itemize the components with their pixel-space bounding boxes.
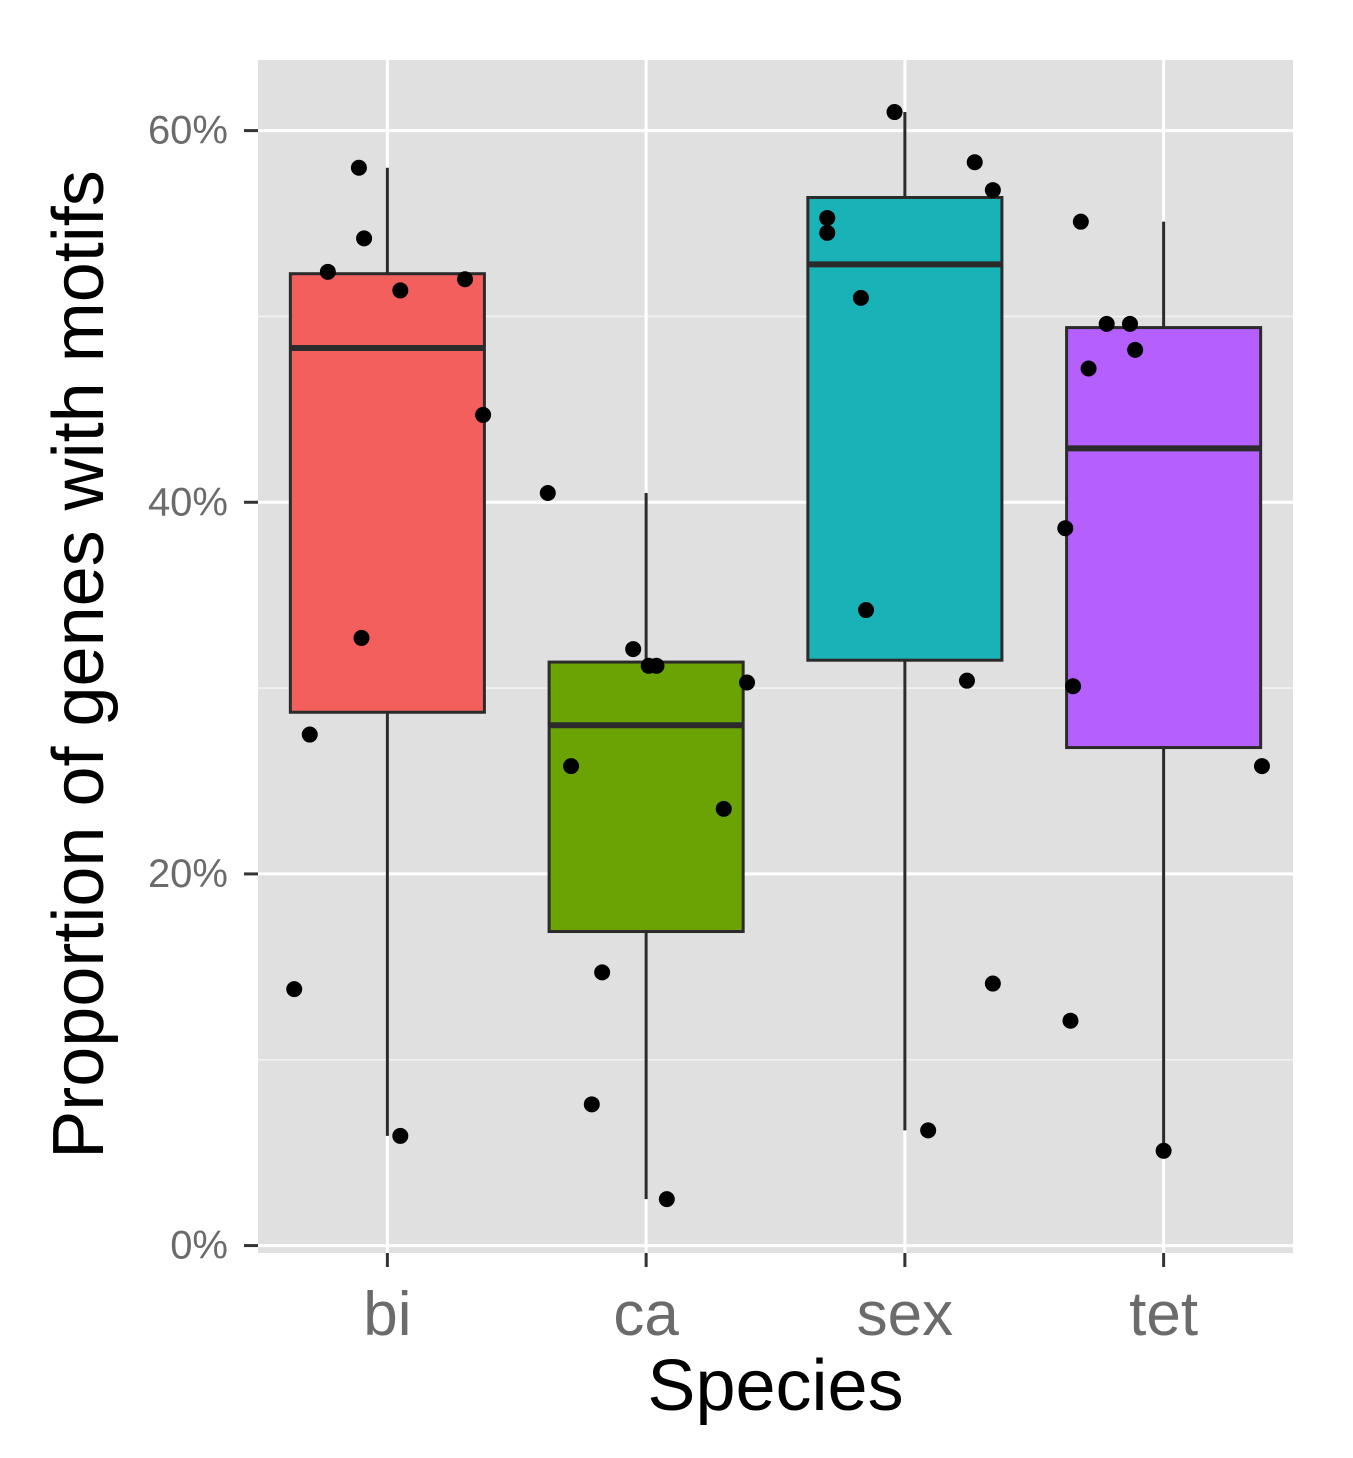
data-point <box>984 182 1001 199</box>
data-point <box>301 726 318 743</box>
box-iqr <box>288 272 486 714</box>
data-point <box>583 1096 600 1113</box>
data-point <box>1253 758 1270 775</box>
data-point <box>886 104 903 121</box>
box-iqr <box>806 196 1004 662</box>
x-tick-label: ca <box>613 1280 679 1349</box>
data-point <box>852 289 869 306</box>
data-point <box>819 209 836 226</box>
data-point <box>966 154 983 171</box>
data-point <box>350 159 367 176</box>
box-tet <box>1065 221 1263 1151</box>
y-tick-label: 20% <box>148 852 228 896</box>
data-point <box>1057 520 1074 537</box>
data-point <box>625 641 642 658</box>
points-layer <box>286 104 1270 1208</box>
data-point <box>1155 1142 1172 1159</box>
box-iqr <box>1065 326 1263 750</box>
data-point <box>539 484 556 501</box>
x-tick-label: sex <box>857 1280 953 1349</box>
x-axis-title: Species <box>647 1346 903 1426</box>
data-point <box>1127 341 1144 358</box>
box-bi <box>288 167 486 1136</box>
data-point <box>353 629 370 646</box>
x-tick-label: bi <box>363 1280 411 1349</box>
box-sex <box>806 112 1004 1131</box>
data-point <box>739 674 756 691</box>
data-point <box>1072 213 1089 230</box>
data-point <box>286 981 303 998</box>
y-tick-label: 40% <box>148 480 228 524</box>
data-point <box>457 271 473 288</box>
data-point <box>1080 360 1097 377</box>
data-point <box>356 230 373 247</box>
x-axis: bi ca sex tet <box>363 1253 1198 1349</box>
y-axis-title: Proportion of genes with motifs <box>39 170 119 1159</box>
boxes-layer <box>288 112 1263 1200</box>
data-point <box>984 975 1001 992</box>
data-point <box>1065 678 1082 695</box>
data-point <box>658 1191 675 1208</box>
y-tick-label: 0% <box>170 1224 228 1268</box>
data-point <box>920 1122 937 1139</box>
data-point <box>1121 315 1138 332</box>
data-point <box>958 672 975 689</box>
box-ca <box>547 492 745 1200</box>
box-iqr <box>547 660 745 934</box>
data-point <box>858 602 875 619</box>
y-axis: 0% 20% 40% 60% <box>148 109 258 1268</box>
data-point <box>648 657 665 674</box>
data-point <box>392 282 409 299</box>
data-point <box>715 800 732 817</box>
data-point <box>1098 315 1115 332</box>
data-point <box>819 224 836 241</box>
data-point <box>475 406 492 423</box>
data-point <box>319 263 336 280</box>
x-tick-label: tet <box>1129 1280 1198 1349</box>
data-point <box>1062 1012 1079 1029</box>
data-point <box>594 964 611 981</box>
data-point <box>392 1127 409 1144</box>
data-point <box>563 758 580 775</box>
y-tick-label: 60% <box>148 109 228 153</box>
